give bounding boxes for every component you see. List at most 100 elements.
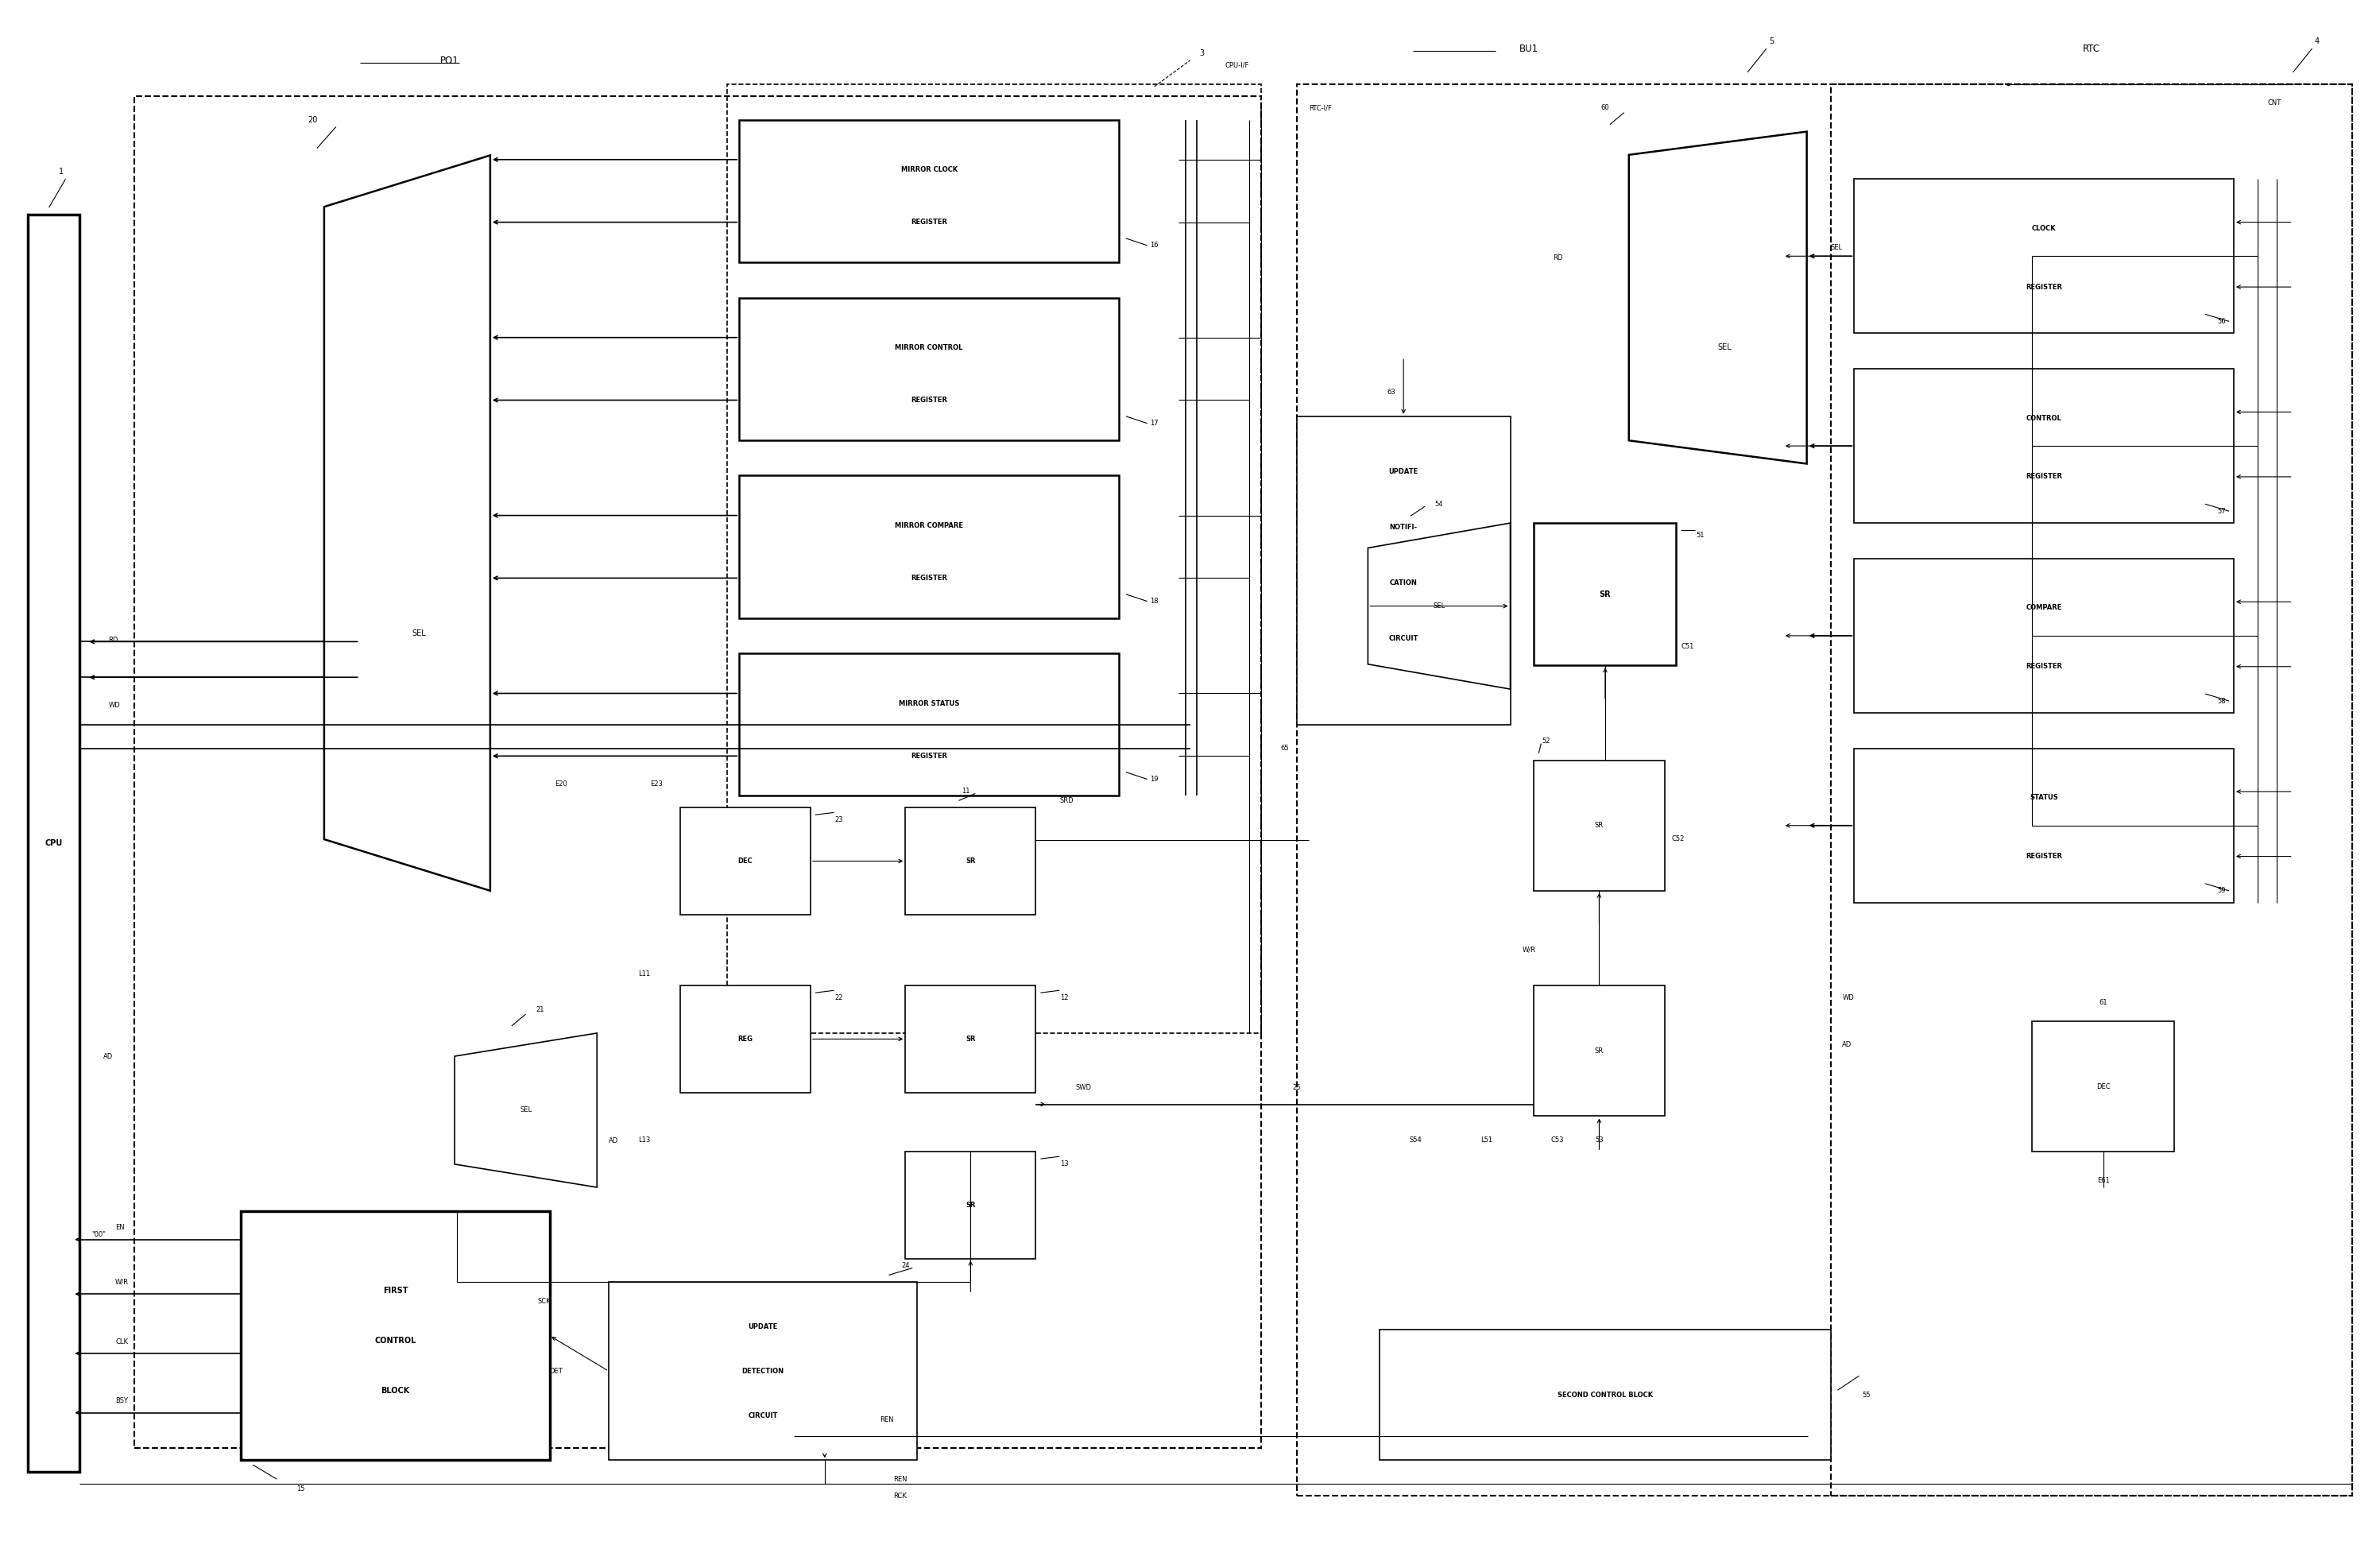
- Text: 21: 21: [536, 1005, 545, 1013]
- Text: SR: SR: [966, 858, 976, 864]
- Text: 18: 18: [1150, 597, 1159, 605]
- Text: RD: RD: [1552, 254, 1564, 262]
- Bar: [904, 986, 1035, 1093]
- Text: AD: AD: [1842, 1041, 1852, 1049]
- Text: 4: 4: [2313, 38, 2318, 45]
- Text: BLOCK: BLOCK: [381, 1386, 409, 1394]
- Text: CPU: CPU: [45, 839, 62, 847]
- Bar: [740, 654, 1119, 797]
- Text: UPDATE: UPDATE: [747, 1323, 778, 1330]
- Bar: [904, 808, 1035, 914]
- Text: 61: 61: [2099, 999, 2109, 1005]
- Bar: [29, 215, 81, 1472]
- Text: BU1: BU1: [1518, 44, 1537, 53]
- Text: SECOND CONTROL BLOCK: SECOND CONTROL BLOCK: [1557, 1391, 1652, 1399]
- Text: RCK: RCK: [892, 1493, 907, 1499]
- Text: 20: 20: [307, 116, 317, 124]
- Text: 57: 57: [2218, 508, 2225, 514]
- Bar: [740, 475, 1119, 618]
- Text: MIRROR CONTROL: MIRROR CONTROL: [895, 343, 964, 351]
- Text: 65: 65: [1280, 745, 1290, 753]
- Bar: [2033, 1021, 2175, 1152]
- Text: WD: WD: [107, 702, 119, 709]
- Text: E20: E20: [555, 781, 566, 787]
- Text: CONTROL: CONTROL: [2025, 414, 2061, 422]
- Text: 16: 16: [1150, 241, 1159, 249]
- Text: SR: SR: [966, 1035, 976, 1043]
- Text: L11: L11: [638, 971, 650, 977]
- Text: 11: 11: [962, 787, 971, 795]
- Text: 60: 60: [1602, 105, 1609, 111]
- Text: 13: 13: [1059, 1160, 1069, 1167]
- Text: REN: REN: [892, 1475, 907, 1483]
- Text: 63: 63: [1388, 389, 1397, 397]
- Text: SEL: SEL: [1718, 343, 1733, 351]
- Text: DEC: DEC: [2097, 1083, 2111, 1090]
- Text: REGISTER: REGISTER: [2025, 663, 2061, 670]
- Bar: [1854, 179, 2235, 334]
- Text: 22: 22: [835, 994, 843, 1000]
- Bar: [1535, 760, 1664, 891]
- Text: FIRST: FIRST: [383, 1287, 407, 1295]
- Text: NOTIFI-: NOTIFI-: [1390, 524, 1418, 532]
- Text: 51: 51: [1697, 532, 1704, 538]
- Text: UPDATE: UPDATE: [1388, 469, 1418, 475]
- Text: CNT: CNT: [2268, 99, 2280, 107]
- Text: SRD: SRD: [1059, 797, 1073, 804]
- Text: C53: C53: [1552, 1137, 1564, 1143]
- Text: 17: 17: [1150, 420, 1159, 426]
- Text: 53: 53: [1595, 1137, 1604, 1143]
- Text: PO1: PO1: [440, 55, 459, 66]
- Bar: [681, 808, 812, 914]
- Text: CLOCK: CLOCK: [2033, 224, 2056, 232]
- Text: SR: SR: [1599, 590, 1611, 597]
- Bar: [1830, 85, 2351, 1496]
- Text: CPU-I/F: CPU-I/F: [1226, 61, 1250, 69]
- Bar: [1297, 416, 1511, 724]
- Text: W/R: W/R: [114, 1278, 129, 1286]
- Text: STATUS: STATUS: [2030, 793, 2059, 801]
- Text: 5: 5: [1768, 38, 1773, 45]
- Text: 1: 1: [60, 168, 64, 176]
- Text: SEL: SEL: [519, 1107, 531, 1113]
- Text: C51: C51: [1680, 643, 1695, 651]
- Bar: [240, 1210, 550, 1460]
- Text: DEC: DEC: [738, 858, 752, 864]
- Text: 15: 15: [295, 1485, 305, 1493]
- Bar: [1854, 368, 2235, 524]
- Text: 23: 23: [835, 815, 843, 823]
- Text: WD: WD: [1842, 994, 1854, 1000]
- Text: MIRROR CLOCK: MIRROR CLOCK: [900, 166, 957, 172]
- Bar: [1535, 986, 1664, 1116]
- Bar: [1380, 1330, 1830, 1460]
- Text: DETECTION: DETECTION: [743, 1367, 783, 1375]
- Bar: [740, 298, 1119, 441]
- Text: REG: REG: [738, 1035, 752, 1043]
- Text: EN: EN: [114, 1225, 124, 1231]
- Bar: [728, 85, 1261, 1033]
- Text: REGISTER: REGISTER: [912, 753, 947, 759]
- Bar: [609, 1283, 916, 1460]
- Text: REGISTER: REGISTER: [2025, 853, 2061, 859]
- Text: S54: S54: [1409, 1137, 1421, 1143]
- Text: SEL: SEL: [1433, 602, 1445, 610]
- Text: 55: 55: [1861, 1391, 1871, 1399]
- Text: 3: 3: [1200, 49, 1204, 58]
- Polygon shape: [1368, 524, 1511, 688]
- Text: REN: REN: [881, 1416, 892, 1424]
- Text: REGISTER: REGISTER: [2025, 284, 2061, 290]
- Text: REGISTER: REGISTER: [2025, 474, 2061, 480]
- Text: MIRROR COMPARE: MIRROR COMPARE: [895, 522, 964, 528]
- Text: REGISTER: REGISTER: [912, 218, 947, 226]
- Bar: [1854, 558, 2235, 713]
- Text: REGISTER: REGISTER: [912, 574, 947, 582]
- Text: 24: 24: [902, 1262, 909, 1269]
- Bar: [1297, 85, 2351, 1496]
- Text: 56: 56: [2218, 318, 2225, 325]
- Bar: [740, 119, 1119, 262]
- Text: RD: RD: [107, 637, 119, 644]
- Bar: [681, 986, 812, 1093]
- Text: E23: E23: [650, 781, 662, 787]
- Text: SR: SR: [1595, 822, 1604, 829]
- Text: CIRCUIT: CIRCUIT: [1388, 635, 1418, 641]
